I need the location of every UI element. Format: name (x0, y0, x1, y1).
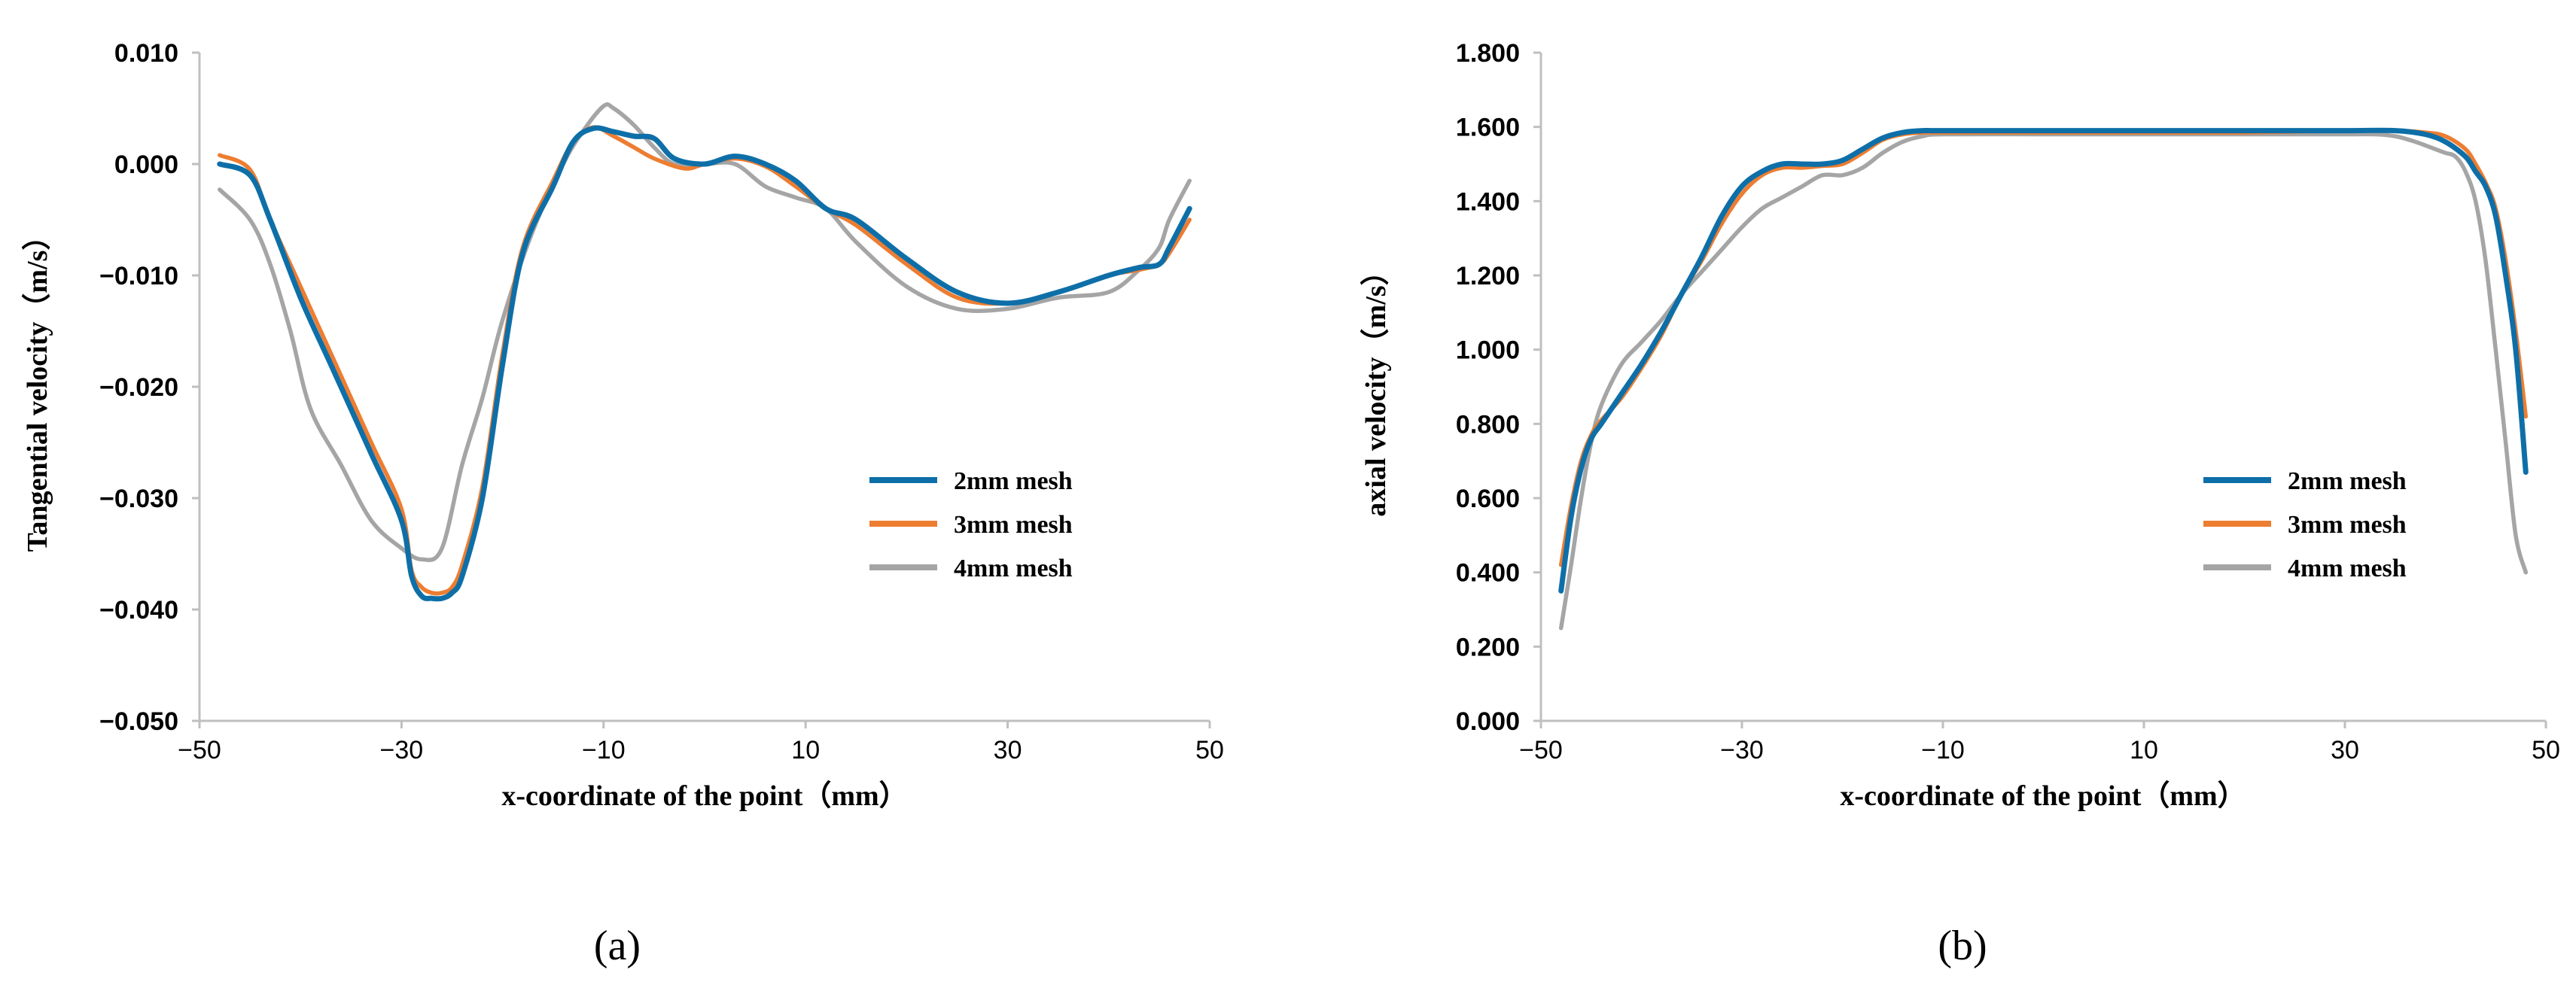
panel-b-series-line-2mm-mesh (1558, 127, 2529, 594)
panel-a-y-tick-label: −0.010 (99, 262, 178, 290)
panel-b-y-tick-label: 0.000 (1456, 707, 1520, 736)
panel-b-chart: 1.800 1.600 1.400 1.200 1.000 0.800 0.600 0.400… (1360, 39, 2560, 812)
panel-b-x-tick-label: 30 (2331, 736, 2359, 765)
panel-b-y-tick-label: 0.600 (1456, 485, 1520, 513)
caption-b: (b) (1938, 923, 1987, 969)
panel-a-series-line-2mm-mesh (217, 125, 1192, 602)
panel-a-x-tick-label: −10 (582, 736, 626, 765)
panel-b-y-axis-title: axial velocity（m/s） (1360, 257, 1392, 516)
panel-b-series-line-4mm-mesh (1558, 132, 2529, 631)
panel-a-x-axis-title: x-coordinate of the point（mm） (501, 780, 907, 812)
panel-b-legend-label: 3mm mesh (2288, 511, 2407, 539)
panel-b-y-tick-label: 1.600 (1456, 114, 1520, 142)
caption-a: (a) (594, 923, 641, 969)
panel-b-y-tick-label: 1.200 (1456, 262, 1520, 290)
panel-a-x-tick-label: 10 (791, 736, 820, 765)
panel-a-y-tick-label: −0.020 (99, 373, 178, 402)
panel-b-y-tick-label: 0.400 (1456, 559, 1520, 588)
panel-a-series-line-4mm-mesh (218, 102, 1192, 562)
panel-b-x-tick-label: −10 (1921, 736, 1965, 765)
panel-b-x-tick-label: 50 (2532, 736, 2560, 765)
panel-a-legend-label: 2mm mesh (954, 467, 1073, 495)
panel-a-legend-label: 3mm mesh (954, 511, 1073, 539)
panel-b-y-tick-label: 0.200 (1456, 633, 1520, 661)
panel-b-y-tick-label: 1.800 (1456, 39, 1520, 68)
panel-b-legend-label: 2mm mesh (2288, 467, 2407, 495)
panel-b-x-axis-title: x-coordinate of the point（mm） (1840, 780, 2246, 812)
panel-b-y-tick-label: 0.800 (1456, 410, 1520, 439)
panel-a-x-tick-label: 30 (994, 736, 1022, 765)
panel-b-legend-label: 4mm mesh (2288, 555, 2407, 582)
panel-a-y-tick-label: −0.030 (99, 485, 178, 513)
panel-a-x-tick-label: −50 (178, 736, 221, 765)
panel-a-y-tick-label: 0.000 (114, 150, 178, 179)
panel-a-y-tick-label: −0.050 (99, 707, 178, 736)
panel-a-x-tick-label: 50 (1195, 736, 1224, 765)
panel-b-series-line-3mm-mesh (1558, 128, 2529, 567)
panel-b-x-tick-label: −30 (1720, 736, 1764, 765)
panel-b-y-tick-label: 1.400 (1456, 187, 1520, 216)
panel-a-chart: 0.010 0.000 −0.010 −0.020 −0.030 −0.040 −0.050… (22, 39, 1224, 812)
panel-b-x-tick-label: −50 (1519, 736, 1563, 765)
panel-b-x-tick-label: 10 (2130, 736, 2158, 765)
panel-a-y-tick-label: −0.040 (99, 596, 178, 625)
panel-a-y-tick-label: 0.010 (114, 39, 178, 68)
panel-a-y-axis-title: Tangential velocity（m/s） (22, 222, 53, 552)
panel-a-legend-label: 4mm mesh (954, 555, 1073, 582)
panel-a-x-tick-label: −30 (380, 736, 424, 765)
panel-b-y-tick-label: 1.000 (1456, 336, 1520, 365)
